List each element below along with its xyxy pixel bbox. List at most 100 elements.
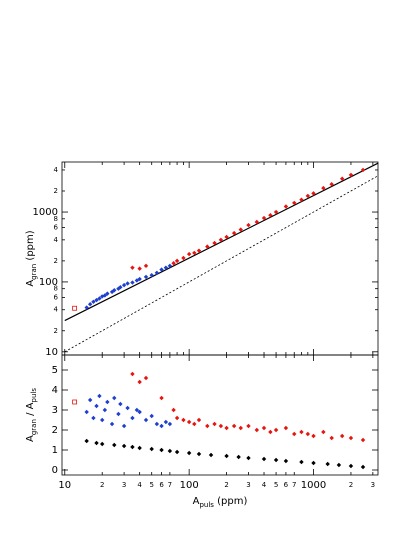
point bbox=[149, 413, 154, 419]
point bbox=[246, 423, 251, 429]
point bbox=[254, 427, 260, 433]
point bbox=[163, 265, 169, 270]
point bbox=[261, 215, 267, 221]
point bbox=[100, 441, 105, 447]
point bbox=[311, 191, 316, 196]
x-tick-label: 7 bbox=[292, 481, 296, 489]
y-tick-label: 6 bbox=[54, 293, 59, 301]
x-tick-label: 3 bbox=[371, 481, 375, 489]
y-tick-label: 1000 bbox=[33, 207, 58, 218]
axis-label: Agran / Apuls bbox=[25, 388, 38, 442]
point bbox=[105, 291, 110, 296]
x-tick-label: 4 bbox=[137, 481, 142, 489]
y-tick-label: 5 bbox=[52, 365, 58, 376]
point bbox=[181, 255, 186, 261]
point bbox=[84, 409, 89, 415]
point bbox=[159, 395, 164, 401]
point bbox=[137, 266, 142, 271]
y-tick-label: 6 bbox=[54, 224, 59, 232]
point bbox=[72, 399, 78, 405]
point bbox=[100, 417, 105, 423]
point bbox=[171, 407, 176, 413]
point bbox=[174, 415, 180, 421]
label-part: A bbox=[193, 496, 200, 507]
point bbox=[121, 443, 127, 449]
point bbox=[137, 445, 142, 451]
point bbox=[137, 409, 142, 415]
point bbox=[186, 450, 192, 456]
point bbox=[283, 204, 289, 209]
point bbox=[325, 461, 330, 467]
point bbox=[105, 399, 110, 405]
y-tick-label: 3 bbox=[52, 405, 58, 416]
x-tick-label: 4 bbox=[262, 481, 267, 489]
subscript: gran bbox=[30, 419, 38, 435]
point bbox=[112, 395, 117, 401]
point bbox=[186, 419, 192, 425]
x-tick-label: 2 bbox=[100, 481, 104, 489]
x-tick-label: 6 bbox=[159, 481, 164, 489]
y-tick-label: 10 bbox=[45, 347, 58, 358]
point bbox=[149, 272, 154, 278]
y-tick-label: 2 bbox=[54, 327, 58, 335]
point bbox=[167, 421, 173, 427]
point bbox=[87, 397, 93, 403]
point bbox=[329, 435, 334, 441]
point bbox=[116, 411, 121, 417]
plot-frame bbox=[61, 161, 379, 356]
axis-label: Agran (ppm) bbox=[25, 230, 38, 286]
point bbox=[130, 265, 135, 270]
point bbox=[261, 425, 267, 431]
point bbox=[305, 193, 311, 199]
point bbox=[167, 263, 173, 269]
point bbox=[348, 435, 354, 441]
point bbox=[205, 244, 210, 249]
y-tick-label: 0 bbox=[52, 465, 58, 476]
point bbox=[137, 379, 142, 385]
point bbox=[273, 457, 279, 463]
point bbox=[218, 423, 224, 429]
point bbox=[134, 407, 140, 413]
point bbox=[348, 172, 354, 178]
y-tick-label: 2 bbox=[54, 187, 58, 195]
point bbox=[212, 421, 217, 427]
point bbox=[360, 437, 366, 443]
point bbox=[339, 433, 345, 439]
point bbox=[360, 464, 366, 470]
y-tick-label: 4 bbox=[54, 306, 59, 314]
subscript: puls bbox=[30, 388, 38, 403]
axis-label: Apuls (ppm) bbox=[193, 496, 248, 509]
point bbox=[218, 237, 224, 243]
x-tick-label: 3 bbox=[246, 481, 250, 489]
point bbox=[130, 280, 135, 285]
point bbox=[208, 452, 214, 458]
point bbox=[196, 451, 202, 457]
point bbox=[238, 227, 243, 232]
point bbox=[72, 305, 78, 311]
point bbox=[186, 251, 192, 257]
point bbox=[167, 448, 173, 454]
point bbox=[205, 423, 210, 429]
point bbox=[159, 447, 164, 453]
x-tick-label: 2 bbox=[349, 481, 353, 489]
point bbox=[181, 417, 186, 423]
plot-frame bbox=[61, 354, 379, 476]
point bbox=[321, 185, 326, 191]
point bbox=[130, 444, 135, 450]
label-part: A bbox=[25, 280, 36, 287]
x-tick-label: 2 bbox=[224, 481, 228, 489]
y-tick-label: 2 bbox=[52, 425, 58, 436]
point bbox=[192, 421, 197, 427]
point bbox=[261, 456, 267, 462]
y-tick-label: 4 bbox=[52, 385, 58, 396]
point bbox=[143, 274, 149, 280]
point bbox=[112, 288, 117, 293]
point bbox=[130, 415, 135, 421]
point bbox=[311, 460, 316, 466]
y-tick-label: 4 bbox=[54, 166, 59, 174]
point bbox=[84, 305, 89, 310]
y-tick-label: 4 bbox=[54, 236, 59, 244]
y-tick-label: 2 bbox=[54, 257, 58, 265]
point bbox=[283, 425, 289, 431]
